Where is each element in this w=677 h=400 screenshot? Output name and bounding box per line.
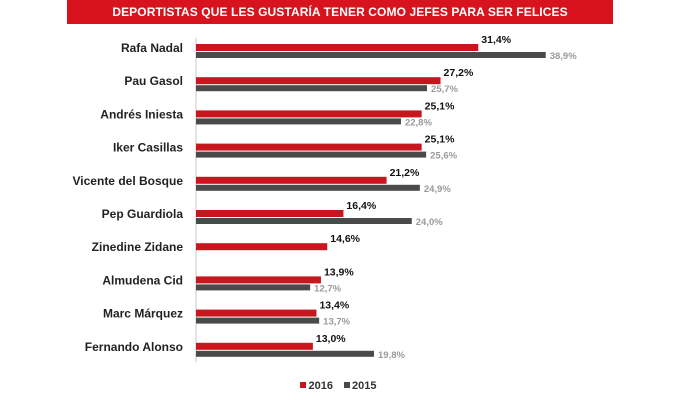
bar-2016 [196, 176, 387, 184]
legend-item-2015: 2015 [344, 380, 377, 392]
data-label-2016: 25,1% [425, 134, 455, 146]
category-label: Fernando Alonso [85, 340, 183, 354]
data-label-2015: 25,7% [431, 84, 458, 95]
category-label: Iker Casillas [113, 141, 183, 155]
chart-title: DEPORTISTAS QUE LES GUSTARÍA TENER COMO … [67, 0, 613, 24]
bar-2015 [196, 317, 320, 324]
legend-item-2016: 2016 [300, 380, 333, 392]
data-label-2016: 25,1% [425, 100, 455, 112]
legend-swatch-2016 [300, 382, 307, 388]
data-label-2015: 24,0% [416, 217, 443, 228]
bar-2015 [196, 218, 412, 224]
bar-2016 [196, 342, 313, 350]
data-label-2016: 14,6% [330, 233, 360, 245]
category-label: Marc Márquez [103, 307, 183, 321]
data-label-2016: 13,4% [319, 300, 349, 312]
data-label-2015: 24,9% [424, 184, 451, 195]
data-label-2016: 16,4% [346, 200, 376, 212]
bar-chart: Rafa Nadal 31,4% 38,9% Pau Gasol 27,2% 25,7% A… [73, 34, 577, 362]
bar-2016 [196, 210, 344, 217]
legend-swatch-2015 [344, 382, 351, 388]
bar-2015 [196, 85, 428, 92]
bar-2015 [196, 184, 420, 191]
category-label: Andrés Iniesta [100, 107, 183, 121]
data-label-2016: 27,2% [444, 67, 474, 79]
bar-2016 [196, 110, 422, 118]
category-label: Pep Guardiola [102, 207, 184, 221]
bar-2016 [196, 243, 328, 251]
data-label-2016: 13,9% [324, 266, 354, 278]
bar-2016 [196, 44, 479, 51]
legend: 2016 2015 [0, 380, 677, 392]
bar-2016 [196, 143, 422, 151]
bar-2016 [196, 77, 441, 85]
bar-2015 [196, 350, 375, 357]
bar-2016 [196, 276, 321, 284]
category-label: Zinedine Zidane [92, 240, 184, 254]
bar-2015 [196, 52, 546, 58]
category-label: Pau Gasol [124, 74, 183, 88]
data-label-2015: 19,8% [378, 350, 405, 361]
data-label-2015: 25,6% [430, 151, 457, 162]
category-label: Almudena Cid [102, 273, 183, 287]
legend-label-2015: 2015 [352, 380, 377, 392]
category-label: Vicente del Bosque [73, 174, 184, 188]
bar-2015 [196, 151, 427, 158]
legend-label-2016: 2016 [308, 380, 333, 392]
data-label-2015: 12,7% [314, 283, 341, 294]
bar-2015 [196, 118, 401, 125]
data-label-2015: 22,8% [405, 117, 432, 128]
data-label-2016: 31,4% [481, 34, 511, 46]
data-label-2015: 13,7% [323, 317, 350, 328]
data-label-2015: 38,9% [550, 51, 577, 62]
bar-2016 [196, 309, 317, 317]
bar-2015 [196, 284, 311, 291]
data-label-2016: 21,2% [390, 167, 420, 179]
data-label-2016: 13,0% [316, 333, 346, 345]
category-label: Rafa Nadal [121, 41, 183, 55]
